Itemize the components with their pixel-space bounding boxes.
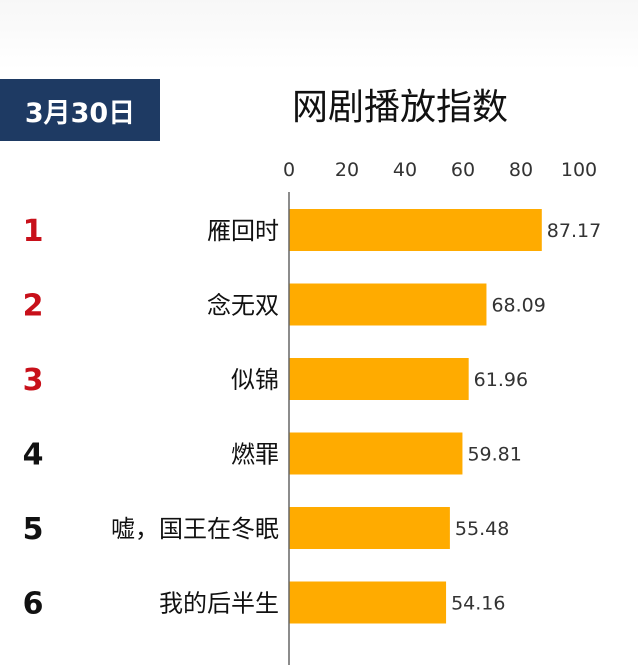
value-label: 59.81 bbox=[467, 444, 521, 466]
x-tick-label: 0 bbox=[283, 159, 295, 181]
value-label: 68.09 bbox=[491, 295, 545, 317]
rank-number: 4 bbox=[23, 438, 44, 473]
x-tick-label: 60 bbox=[451, 159, 475, 181]
value-label: 87.17 bbox=[547, 220, 601, 242]
category-label: 雁回时 bbox=[207, 217, 279, 245]
rank-number: 5 bbox=[23, 512, 44, 547]
value-label: 54.16 bbox=[451, 593, 505, 615]
bar bbox=[289, 358, 469, 400]
top-background bbox=[0, 0, 638, 70]
chart-title: 网剧播放指数 bbox=[291, 87, 508, 128]
rank-number: 3 bbox=[23, 363, 44, 398]
category-label: 嘘，国王在冬眠 bbox=[111, 515, 279, 543]
category-label: 燃罪 bbox=[231, 441, 279, 469]
bar bbox=[289, 283, 487, 326]
x-tick-label: 40 bbox=[393, 159, 417, 181]
category-label: 似锦 bbox=[231, 366, 279, 394]
rank-number: 6 bbox=[23, 587, 44, 622]
bar bbox=[289, 432, 463, 475]
value-label: 61.96 bbox=[474, 369, 528, 391]
rank-number: 1 bbox=[23, 214, 44, 249]
bar bbox=[289, 507, 450, 549]
category-label: 我的后半生 bbox=[159, 590, 279, 618]
rank-number: 2 bbox=[23, 289, 44, 324]
x-tick-label: 100 bbox=[561, 159, 597, 181]
x-tick-label: 20 bbox=[335, 159, 359, 181]
bar bbox=[289, 209, 542, 251]
category-label: 念无双 bbox=[207, 292, 279, 320]
date-badge: 3月30日 bbox=[0, 79, 160, 141]
x-tick-label: 80 bbox=[509, 159, 533, 181]
value-label: 55.48 bbox=[455, 518, 509, 540]
bar bbox=[289, 581, 447, 624]
